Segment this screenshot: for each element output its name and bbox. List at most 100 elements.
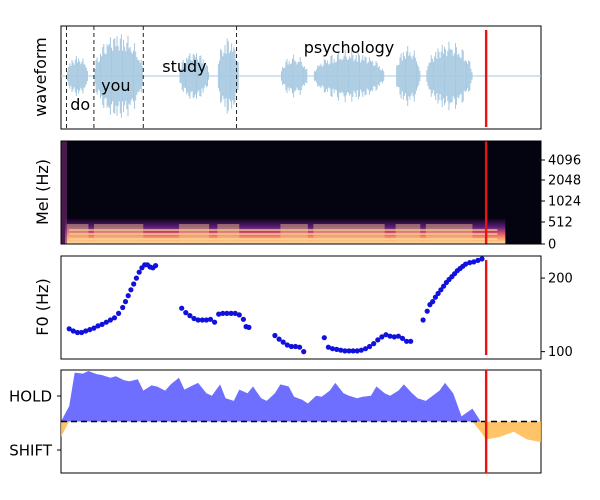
f0-point-55 [334,346,340,352]
f0-point-89 [463,261,469,267]
f0-point-63 [367,343,373,350]
f0-point-27 [183,310,189,316]
f0-frame [60,255,542,360]
f0-point-30 [195,317,201,323]
f0-point-44 [272,332,278,339]
mel-energy-4 [280,224,308,242]
f0-point-34 [212,319,218,325]
f0-point-65 [375,337,381,343]
f0-point-53 [325,344,331,350]
f0-point-77 [430,299,436,305]
f0-point-62 [362,346,369,352]
f0-point-46 [280,339,286,345]
f0-point-3 [79,329,85,336]
f0-point-51 [301,349,307,355]
f0-point-8 [99,321,105,327]
f0-marks [66,256,488,355]
f0-ticks: 100 200 [541,272,573,360]
turn-shift-area [61,421,541,443]
f0-point-80 [438,287,444,293]
f0-point-2 [74,329,81,336]
f0-point-7 [95,323,101,329]
f0-point-25 [153,263,159,269]
turn-tick-label-1: SHIFT [9,442,53,460]
f0-point-64 [371,341,377,347]
f0-point-15 [125,293,131,299]
mel-frame [60,140,542,245]
f0-point-35 [216,311,222,317]
turn-hold-area [61,371,541,422]
f0-point-31 [199,317,205,323]
mel-energy-0 [66,224,89,242]
f0-point-36 [220,310,226,316]
mel-tick-label-3: 2048 [548,174,581,189]
f0-point-1 [70,328,76,334]
mel-energy-5 [313,224,385,242]
f0-point-0 [66,326,72,332]
f0-point-69 [391,334,397,340]
f0-point-10 [107,317,113,323]
mel-energy-6 [395,224,421,242]
f0-point-70 [395,333,401,339]
f0-point-52 [321,335,327,341]
f0-point-19 [136,269,142,275]
word-label-0: do [70,95,90,114]
f0-point-37 [224,310,230,316]
f0-point-78 [432,294,438,300]
mel-tick-label-0: 0 [548,238,556,253]
mel-ylabel: Mel (Hz) [33,159,52,225]
mel-marks [61,141,506,244]
turn-tick-label-0: HOLD [9,388,52,406]
f0-point-29 [191,315,197,322]
f0-point-79 [435,290,441,297]
word-label-1: you [101,76,130,95]
f0-point-41 [240,316,246,322]
word-label-3: psychology [304,38,395,57]
mel-tick-label-1: 512 [548,216,573,231]
f0-point-26 [179,305,185,311]
waveform-ylabel: waveform [31,37,50,117]
f0-point-60 [354,348,360,354]
f0-point-73 [408,338,414,344]
f0-tick-label-0: 100 [548,345,573,360]
f0-point-66 [379,334,385,340]
f0-point-71 [399,335,406,341]
turn-marks [61,370,541,473]
f0-point-43 [246,324,252,330]
f0-point-45 [276,336,282,342]
f0-point-59 [350,348,356,354]
f0-point-92 [475,257,481,263]
mel-energy-2 [178,224,210,242]
f0-point-57 [342,348,348,354]
f0-point-49 [292,343,299,350]
f0-panel: 100 200 F0 (Hz) [33,255,573,360]
turn-panel: HOLD SHIFT [9,369,542,474]
mel-panel: 0 512 1024 2048 4096 Mel (Hz) [33,140,581,253]
f0-point-38 [228,310,234,316]
f0-point-72 [404,338,410,344]
mel-energy-7 [425,224,473,242]
f0-point-93 [479,256,485,262]
f0-point-47 [284,342,290,348]
f0-point-39 [232,310,238,316]
f0-point-48 [288,343,294,350]
f0-point-32 [203,317,209,323]
f0-point-90 [467,260,473,266]
mel-onset-column [61,141,67,244]
f0-point-56 [338,347,344,353]
f0-point-58 [346,348,352,354]
f0-point-28 [187,313,193,319]
f0-point-13 [120,304,126,311]
f0-point-61 [358,347,364,353]
f0-point-16 [128,287,134,293]
f0-point-67 [383,332,389,338]
f0-point-17 [131,281,137,287]
word-label-2: study [162,57,206,76]
f0-point-54 [329,346,336,352]
f0-point-50 [297,344,303,350]
f0-point-4 [83,328,89,334]
mel-energy-1 [93,224,144,242]
mel-ticks: 0 512 1024 2048 4096 [541,154,581,253]
